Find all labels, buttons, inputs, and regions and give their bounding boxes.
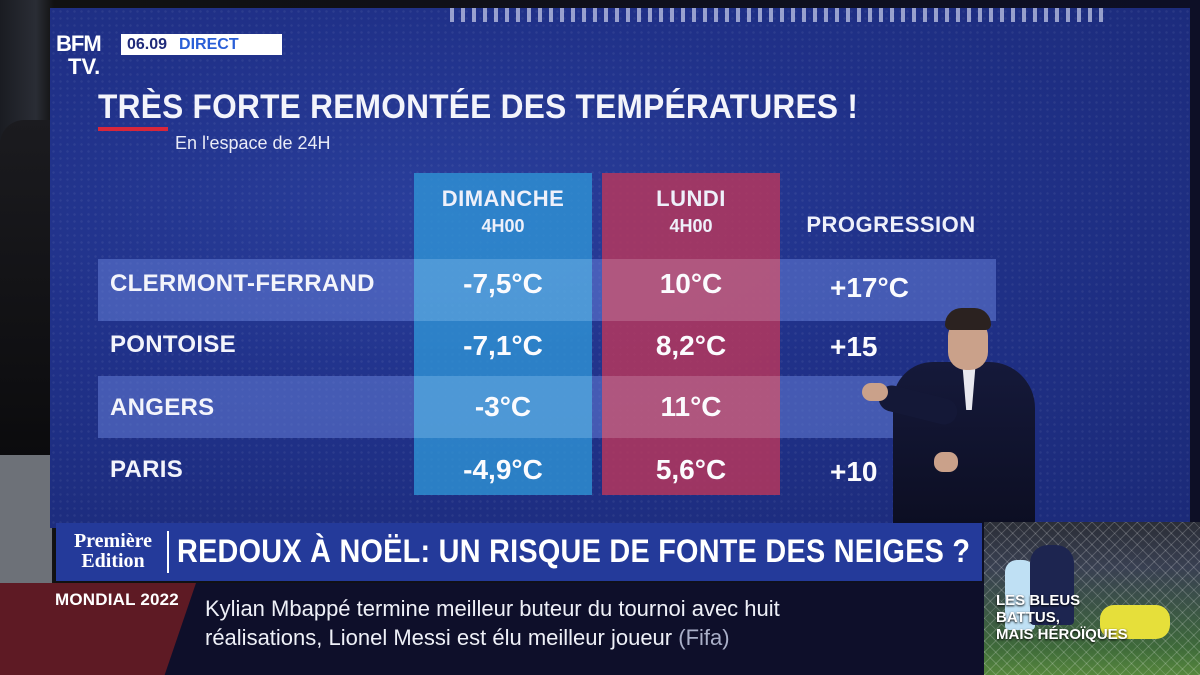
background-panel bbox=[0, 455, 52, 585]
row-dimanche-value: -7,1°C bbox=[463, 330, 543, 361]
ticker-text-line2: réalisations, Lionel Messi est élu meill… bbox=[205, 625, 730, 650]
column-header-lundi: LUNDI 4H00 bbox=[656, 186, 726, 236]
row-lundi-value: 10°C bbox=[659, 268, 723, 299]
lundi-column bbox=[602, 173, 780, 495]
background-person bbox=[0, 120, 52, 520]
ticker-text-line1: Kylian Mbappé termine meilleur buteur du… bbox=[205, 596, 780, 621]
row-lundi-value: 5,6°C bbox=[655, 454, 727, 485]
row-lundi-value: 8,2°C bbox=[655, 330, 727, 361]
thumbnail-caption: LES BLEUS BATTUS, MAIS HÉROÏQUES bbox=[996, 592, 1128, 643]
screen-headline: TRÈS FORTE REMONTÉE DES TEMPÉRATURES ! bbox=[98, 88, 859, 126]
column-header-dimanche: DIMANCHE 4H00 bbox=[441, 186, 565, 236]
edition-separator bbox=[167, 531, 169, 573]
clock-time: 06.09 bbox=[127, 35, 168, 53]
lower-third-bar bbox=[56, 523, 982, 581]
row-city: CLERMONT-FERRAND bbox=[110, 270, 375, 297]
row-city: ANGERS bbox=[110, 394, 215, 421]
row-dimanche-value: -3°C bbox=[474, 391, 532, 422]
row-lundi-value: 11°C bbox=[660, 391, 722, 422]
column-header-progression: PROGRESSION bbox=[806, 212, 976, 237]
thumbnail-player bbox=[1030, 545, 1074, 625]
row-progression-value: +17°C bbox=[830, 272, 909, 303]
row-progression-value: +10 bbox=[830, 456, 878, 487]
live-label: DIRECT bbox=[179, 35, 239, 53]
headline-accent-line bbox=[98, 127, 168, 131]
row-dimanche-value: -7,5°C bbox=[463, 268, 543, 299]
premiere-edition-logo: Première Edition bbox=[73, 530, 153, 572]
lower-third-title: REDOUX À NOËL: UN RISQUE DE FONTE DES NE… bbox=[177, 533, 971, 569]
row-city: PARIS bbox=[110, 456, 184, 483]
dimanche-column bbox=[414, 173, 592, 495]
studio-lights bbox=[450, 8, 1110, 22]
bfmtv-logo: BFM TV. bbox=[56, 31, 102, 79]
row-progression-value: +15 bbox=[830, 331, 878, 362]
thumbnail-goalkeeper bbox=[1100, 605, 1170, 639]
clock-live-badge: 06.09 DIRECT bbox=[121, 34, 282, 55]
ticker-label: MONDIAL 2022 bbox=[0, 583, 196, 675]
ticker-source: (Fifa) bbox=[678, 625, 730, 650]
row-dimanche-value: -4,9°C bbox=[463, 454, 543, 485]
row-city: PONTOISE bbox=[110, 331, 236, 358]
screen-subtitle: En l'espace de 24H bbox=[175, 133, 331, 153]
